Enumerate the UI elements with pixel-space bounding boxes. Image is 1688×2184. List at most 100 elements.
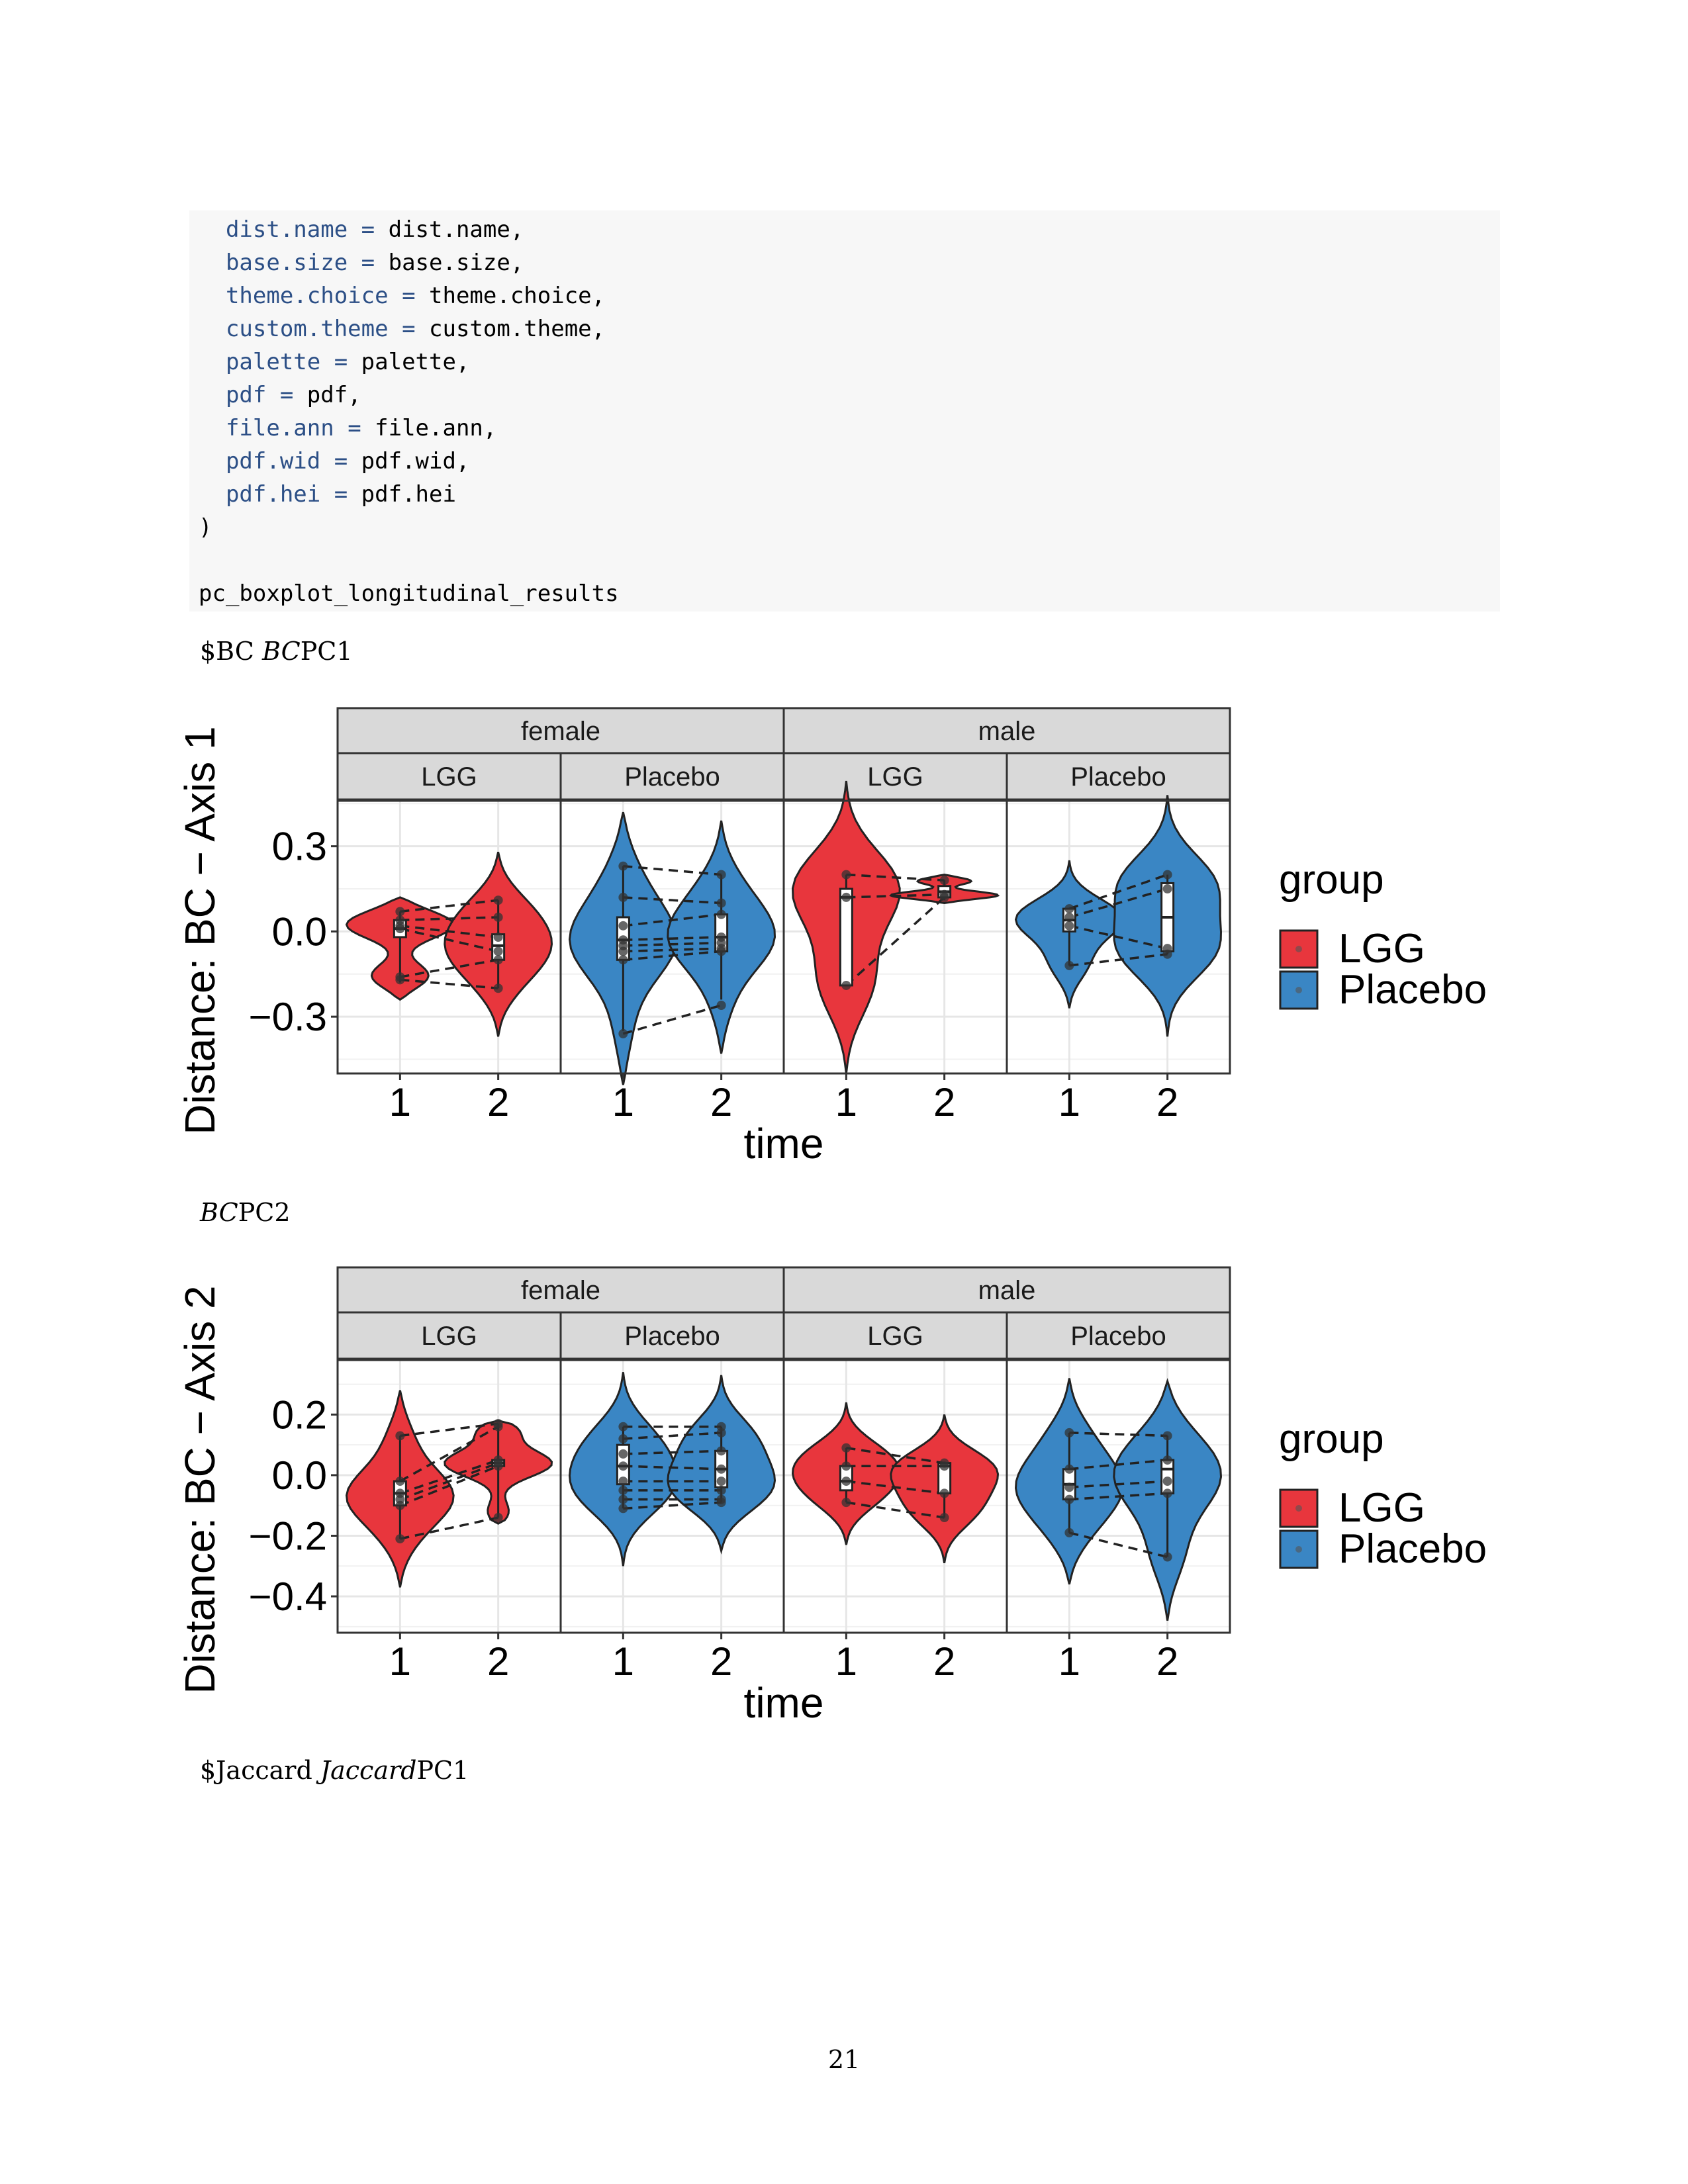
- data-point: [716, 1428, 726, 1437]
- paired-line: [623, 913, 722, 927]
- data-point: [1064, 1464, 1074, 1474]
- code-argument: base.size: [225, 250, 348, 276]
- y-tick-label: 0.0: [272, 909, 327, 954]
- paired-line: [400, 916, 498, 921]
- paired-line: [1069, 1459, 1168, 1471]
- data-point: [716, 1446, 726, 1456]
- data-point: [716, 1485, 726, 1495]
- data-point: [1162, 1431, 1172, 1441]
- data-point: [618, 921, 628, 931]
- x-tick-label: 2: [1156, 1080, 1178, 1124]
- facet-strip-male: [782, 1266, 1231, 1314]
- data-point: [841, 870, 851, 880]
- code-line: palette = palette,: [225, 349, 470, 375]
- y-tick-label: 0.0: [272, 1453, 327, 1498]
- paired-line: [1068, 925, 1168, 950]
- code-line: pdf = pdf,: [225, 382, 361, 408]
- x-tick-label: 1: [1058, 1639, 1080, 1684]
- page-number: 21: [827, 2045, 861, 2074]
- paired-line: [846, 1501, 945, 1519]
- paired-line: [846, 873, 945, 882]
- paired-line: [399, 1426, 499, 1482]
- data-point: [841, 1477, 851, 1486]
- code-value: palette,: [361, 349, 470, 375]
- paired-line: [1068, 1531, 1168, 1559]
- data-point: [618, 861, 628, 871]
- y-tick-label: −0.4: [249, 1574, 327, 1619]
- facet-strip-group: [336, 1311, 562, 1360]
- facet-label: Placebo: [624, 1322, 720, 1351]
- code-line: theme.choice = theme.choice,: [225, 283, 606, 309]
- code-line: pc_boxplot_longitudinal_results: [199, 577, 619, 610]
- facet-label: Placebo: [1070, 1322, 1166, 1351]
- data-point: [493, 895, 503, 905]
- caption-bc-pc1: $BC BCPC1: [200, 637, 353, 666]
- x-tick-label: 1: [389, 1639, 411, 1684]
- x-tick-label: 2: [487, 1080, 509, 1124]
- data-point: [1064, 1494, 1074, 1504]
- data-point: [1064, 1527, 1074, 1537]
- paired-line: [399, 1516, 499, 1540]
- code-line: pdf.wid = pdf.wid,: [225, 448, 470, 475]
- data-point: [1162, 884, 1172, 894]
- legend-label: LGG: [1338, 1485, 1425, 1531]
- paired-line: [1068, 873, 1168, 910]
- data-point: [939, 1461, 949, 1471]
- legend-key-point: [1295, 987, 1302, 993]
- paired-line: [400, 1422, 498, 1437]
- code-text: dist.name = dist.name, base.size = base.…: [199, 213, 619, 610]
- data-point: [395, 924, 405, 934]
- data-point: [1162, 1552, 1172, 1562]
- data-point: [618, 955, 628, 965]
- paired-line: [623, 1449, 722, 1455]
- data-point: [618, 1485, 628, 1495]
- data-point: [939, 1488, 949, 1498]
- paired-line: [623, 1465, 722, 1471]
- data-point: [493, 983, 503, 993]
- code-value: dist.name,: [388, 216, 524, 243]
- x-tick-label: 2: [1156, 1639, 1178, 1684]
- code-value: pdf.hei: [361, 481, 456, 508]
- data-point: [618, 1504, 628, 1514]
- paired-line: [1069, 953, 1168, 967]
- x-tick-label: 2: [933, 1639, 955, 1684]
- code-line: pdf.hei = pdf.hei: [225, 481, 456, 508]
- code-value: pdf,: [306, 382, 361, 408]
- data-point: [841, 892, 851, 902]
- data-point: [395, 1500, 405, 1510]
- facet-panel: [336, 799, 562, 1075]
- facet-strip-group: [559, 1311, 785, 1360]
- data-point: [618, 1449, 628, 1459]
- legend-label: LGG: [1338, 926, 1425, 972]
- facet-label: LGG: [867, 1322, 923, 1351]
- code-argument: custom.theme: [225, 316, 389, 342]
- data-point: [395, 975, 405, 985]
- data-point: [939, 1513, 949, 1523]
- paired-line: [623, 941, 722, 947]
- data-point: [618, 1494, 628, 1504]
- paired-line: [399, 1462, 499, 1501]
- data-point: [493, 1422, 503, 1432]
- paired-line: [622, 1004, 722, 1035]
- data-point: [395, 1534, 405, 1544]
- facet-strip-group: [782, 1311, 1008, 1360]
- paired-line: [846, 1480, 945, 1495]
- x-tick-label: 1: [389, 1080, 411, 1124]
- legend-key-point: [1295, 1505, 1302, 1512]
- code-block: [189, 210, 1500, 612]
- code-argument: pdf.hei: [225, 481, 321, 508]
- facet-strip-male: [782, 707, 1231, 754]
- legend-key-point: [1295, 1546, 1302, 1553]
- data-point: [1064, 1482, 1074, 1492]
- facet-label: LGG: [421, 1322, 477, 1351]
- data-point: [1162, 949, 1172, 959]
- facet-label: LGG: [867, 762, 923, 792]
- code-value: pc_boxplot_longitudinal_results: [199, 580, 619, 607]
- y-axis-title: Distance: BC − Axis 1: [176, 726, 224, 1134]
- paired-line: [846, 1447, 945, 1465]
- data-point: [1162, 1455, 1172, 1465]
- legend-key-placebo: [1279, 970, 1319, 1010]
- facet-label: female: [521, 717, 600, 746]
